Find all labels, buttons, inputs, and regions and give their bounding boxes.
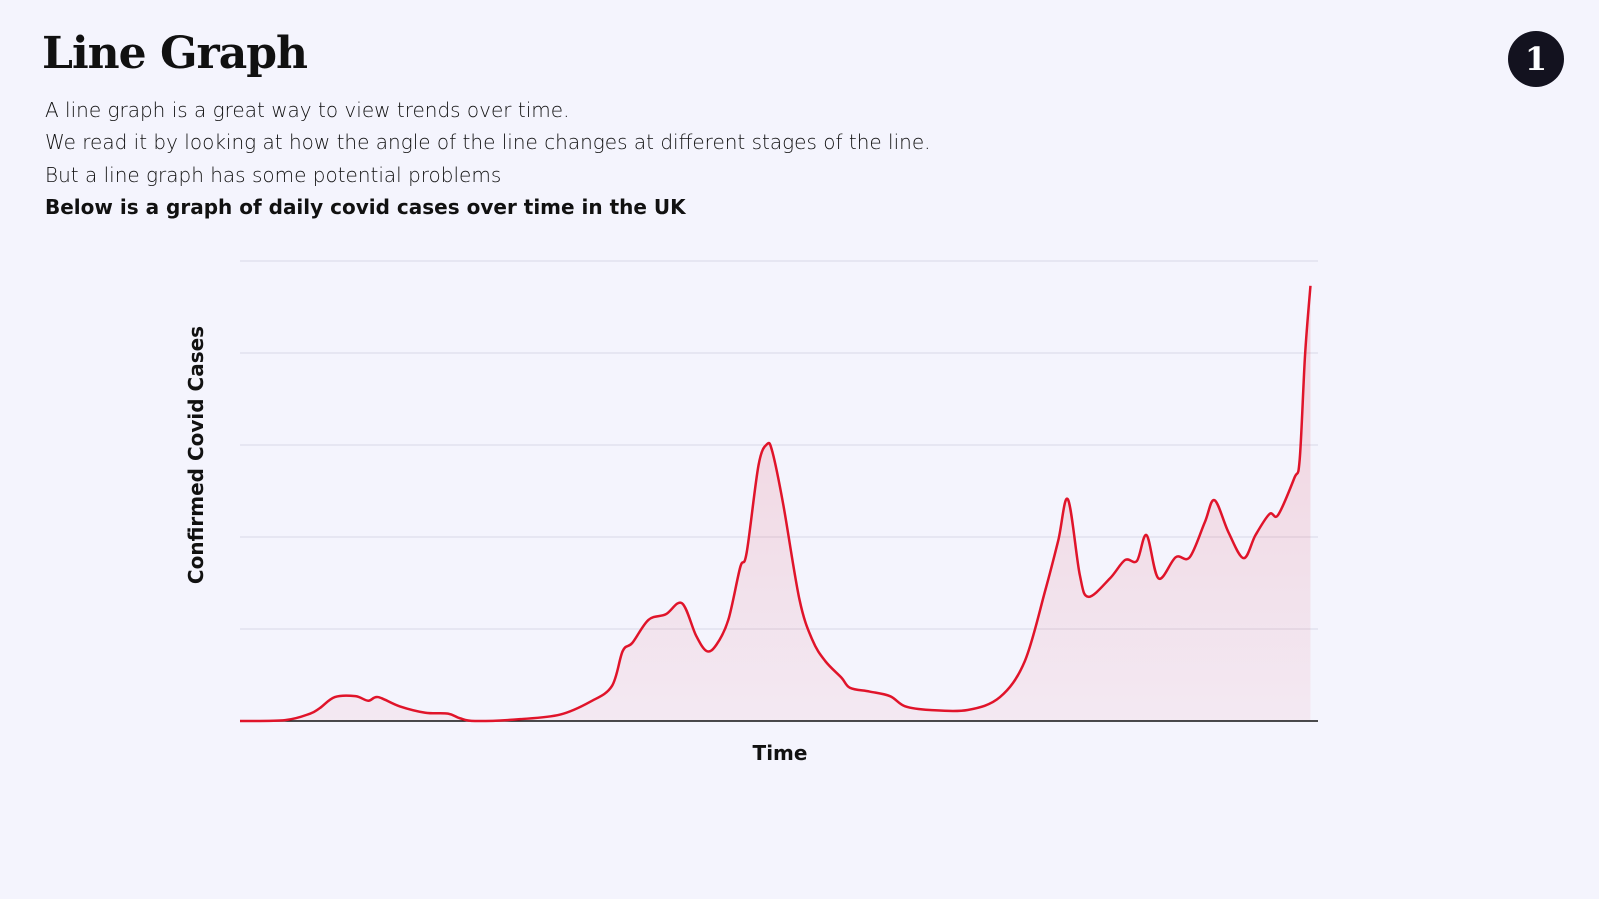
page-title: Line Graph [42, 28, 308, 79]
y-axis-label: Confirmed Covid Cases [184, 326, 208, 584]
emphasis-line: Below is a graph of daily covid cases ov… [45, 195, 686, 219]
x-axis-label: Time [753, 741, 808, 765]
body-line: We read it by looking at how the angle o… [45, 130, 931, 154]
area [240, 285, 1311, 722]
line [239, 285, 1312, 723]
body-line: A line graph is a great way to view tren… [45, 98, 570, 122]
body-line: But a line graph has some potential prob… [45, 163, 502, 187]
step-badge: 1 [1508, 31, 1564, 87]
